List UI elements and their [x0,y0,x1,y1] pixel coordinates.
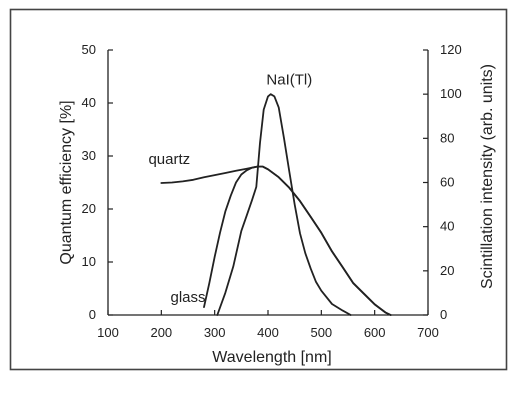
series-line-quartz [160,165,392,316]
y-left-tick-label: 20 [82,201,96,216]
series-line-nai-tl [216,93,352,316]
y-right-tick-label: 100 [440,86,462,101]
x-tick-label: 600 [364,325,386,340]
y-left-tick-label: 40 [82,95,96,110]
figure-border [9,8,508,371]
x-tick-label: 300 [204,325,226,340]
y-right-tick-label: 0 [440,307,447,322]
curve-label-glass: glass [170,289,205,306]
x-tick-label: 200 [150,325,172,340]
y-left-tick-label: 0 [89,307,96,322]
x-tick-label: 400 [257,325,279,340]
y-right-tick-label: 60 [440,175,454,190]
y-left-tick-label: 50 [82,42,96,57]
y-axis-left-title: Quantum efficiency [%] [58,100,75,264]
y-left-tick-label: 10 [82,254,96,269]
y-left-tick-label: 30 [82,148,96,163]
y-right-tick-label: 20 [440,263,454,278]
x-tick-label: 700 [417,325,439,340]
y-right-tick-label: 40 [440,219,454,234]
y-axis-right-title: Scintillation intensity (arb. units) [479,64,496,289]
curve-label-quartz: quartz [148,151,190,168]
curve-label-nai-tl: NaI(Tl) [266,71,312,88]
x-axis-title: Wavelength [nm] [212,349,331,366]
y-right-tick-label: 120 [440,42,462,57]
y-right-tick-label: 80 [440,130,454,145]
x-tick-label: 500 [310,325,332,340]
x-tick-label: 100 [97,325,119,340]
plot-area: 100 200 300 400 500 600 7000102030405002040608… [58,42,496,366]
